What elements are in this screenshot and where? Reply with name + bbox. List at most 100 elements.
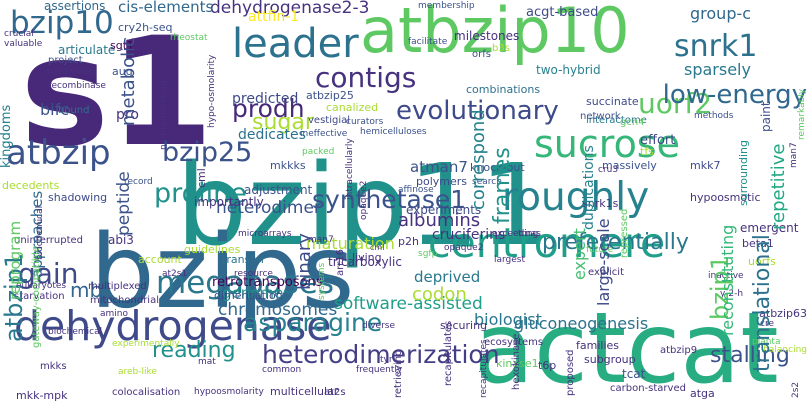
word-centromere: centromere xyxy=(428,219,666,267)
word-surrounding: surrounding xyxy=(737,140,750,206)
word-repetitive: repetitive xyxy=(768,143,789,230)
word-frames: frames xyxy=(490,147,515,224)
word-membership: membership xyxy=(418,1,475,11)
word-bzips: bzips xyxy=(90,213,355,332)
word-non-fermenting: remarkably xyxy=(797,88,807,140)
word-chromosomes: chromosomes xyxy=(218,300,338,320)
word-context: recapitulates xyxy=(443,320,454,386)
word-biologist: biologist xyxy=(474,310,542,329)
word-atbzip63: cre xyxy=(760,319,774,329)
word-aug: aug xyxy=(112,65,133,78)
word-record: record xyxy=(124,177,153,187)
word-sgfp: p2h xyxy=(398,235,419,248)
word-hypo-osmolarity: man7 xyxy=(789,142,799,168)
word-asparagine: asparagine xyxy=(243,308,383,337)
word-retrotransposons: retrotransposons xyxy=(212,275,323,290)
word-packed: packed xyxy=(302,147,335,157)
word-t6p: kinase1 xyxy=(496,357,539,370)
word-bound: bound xyxy=(58,105,90,116)
word-planta: inactive xyxy=(708,271,744,281)
word-cruciferins: cruciferins xyxy=(432,227,506,243)
word-milestones: milestones xyxy=(454,29,520,43)
word-affinose: affinose xyxy=(398,185,434,195)
word-guidelines: hypoosmolarity xyxy=(194,387,264,397)
word-balancing: emergent xyxy=(740,221,799,235)
word-metabolic: metabolic xyxy=(118,36,139,126)
word-large-scale: large-scale xyxy=(594,218,613,306)
word-experimentally: non-fermenting xyxy=(159,80,169,150)
word-bifc: bifc xyxy=(40,100,70,119)
word-sgt1: sgt1 xyxy=(110,39,135,52)
word-mitochondrial: 2s2 xyxy=(791,381,801,398)
word-multiplexed: biochemical xyxy=(48,327,103,337)
word-shadowing: shadowing xyxy=(48,191,108,204)
word-predicted: predicted xyxy=(232,91,299,107)
word-group-c: group-c xyxy=(690,4,752,23)
word-repressed: repressed xyxy=(619,208,630,258)
word-account: guidelines xyxy=(184,243,241,256)
word-hemicelluloses: hemicelluloses xyxy=(360,127,427,137)
word-retrieving: at2s xyxy=(324,387,346,398)
word-interactome: interactome xyxy=(586,115,647,126)
word-beta1: uorfs xyxy=(748,255,776,268)
word-effort: effort xyxy=(640,133,676,148)
word-codon: codon xyxy=(412,284,467,305)
word-polymers: polymers xyxy=(416,175,468,188)
word-mkks: eukaryotes xyxy=(16,281,67,291)
word-b3s: b3s xyxy=(492,43,510,54)
word-assertions: assertions xyxy=(44,0,106,13)
word-future: future xyxy=(586,245,614,255)
word-deprived: deprived xyxy=(414,268,481,286)
word-at2s: multicellular xyxy=(270,385,339,398)
word-expert: expert xyxy=(570,228,589,280)
word-albumins: albumins xyxy=(398,210,481,231)
word-hypoosmolarity: colocalisation xyxy=(112,387,181,398)
word-knock-out: knock-out xyxy=(470,161,525,174)
word-experiments: experiments xyxy=(406,203,482,217)
word-roughly: roughly xyxy=(502,175,650,220)
word-leader: leader xyxy=(232,21,359,67)
word-mat: amino xyxy=(100,309,128,319)
word-genome: genome xyxy=(222,284,284,302)
word-actcat: actcat xyxy=(474,292,779,404)
word-intracellularly: systems xyxy=(317,262,327,300)
word-ineffective: ineffective xyxy=(300,129,348,139)
word-atbzip10: atbzip10 xyxy=(360,0,630,67)
word-model: cml xyxy=(370,243,385,252)
word-uorfs: carbon-starved xyxy=(610,383,686,394)
word-succinate: succinate xyxy=(586,95,639,108)
word-tricarboxylic: retrieving xyxy=(393,349,404,398)
word-biochemical: biochemical xyxy=(35,205,45,260)
word-acgt-based: acgt-based xyxy=(526,5,599,20)
word-prodh: prodh xyxy=(232,94,305,123)
word-mkk7: mkk7 xyxy=(690,159,721,172)
word-colocalisation: mkk-mpk xyxy=(16,389,68,402)
word-multicellular: resource xyxy=(234,269,273,279)
word-preferentially: preferentially xyxy=(542,230,689,255)
word-attfin-1: attfin-1 xyxy=(248,9,300,25)
word-rheostat: rheostat xyxy=(170,33,208,43)
word-combinations: combinations xyxy=(466,83,541,96)
word-decedents: decedents xyxy=(2,179,60,192)
word-binary: binary xyxy=(294,233,315,290)
word-cml: man7 xyxy=(308,235,334,245)
word-families: subgroup xyxy=(584,353,636,366)
word-trnas: exceeding xyxy=(492,229,539,239)
word-translational: translational xyxy=(750,234,775,372)
word-facilitate: facilitate xyxy=(408,37,448,47)
word-bzip11: bzip11 xyxy=(176,141,551,271)
word-gcn4: gcn4 xyxy=(620,117,645,128)
word-curators: curators xyxy=(346,117,384,127)
word-heterodimer: heterodimer xyxy=(216,198,321,218)
word-proline: proline xyxy=(154,178,247,209)
word-dedicates: dedicates xyxy=(238,127,306,143)
word-heterodimerization: heterodimerization xyxy=(262,340,500,369)
word-common: areb-like xyxy=(118,367,157,377)
word-orfs: orfs xyxy=(472,49,491,60)
word-stalling: stalling xyxy=(710,343,790,368)
word-s1: s1 xyxy=(20,6,214,180)
word-arr16: diverse xyxy=(362,321,396,331)
word-kinase1: atbzip9 xyxy=(660,345,698,356)
word-snrk1s: snrk1s xyxy=(582,197,619,210)
word-ash: recapitulates xyxy=(479,339,489,398)
